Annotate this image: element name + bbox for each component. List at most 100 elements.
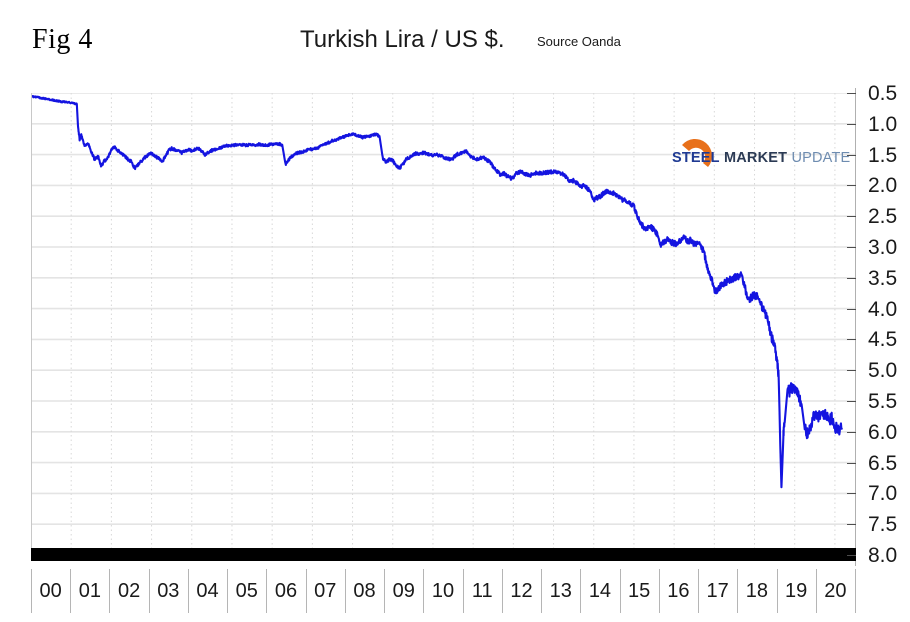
x-axis-tick-cell: 13 <box>541 569 580 613</box>
x-axis-tick-cell: 17 <box>698 569 737 613</box>
x-axis-tick-label: 08 <box>353 580 376 602</box>
x-axis-separator <box>305 569 307 613</box>
series-line-try-per-usd <box>31 95 843 489</box>
x-axis-tick-label: 06 <box>274 580 298 602</box>
y-axis-tick-label: 2.5 <box>868 205 898 229</box>
y-axis-tick-mark <box>847 524 856 526</box>
x-axis-separator <box>619 569 621 613</box>
horizontal-gridlines <box>31 93 855 555</box>
x-axis-separator <box>462 569 464 613</box>
x-axis-tick-cell: 08 <box>345 569 384 613</box>
y-axis-tick-mark <box>847 93 856 94</box>
line-chart-svg <box>31 93 855 555</box>
y-axis-tick-mark <box>847 277 856 279</box>
y-axis-tick-label: 2.0 <box>868 174 898 198</box>
x-axis-separator <box>815 569 817 613</box>
x-axis-tick-cell: 04 <box>188 569 227 613</box>
vertical-gridlines <box>31 93 836 555</box>
x-axis-tick-label: 18 <box>745 580 769 602</box>
x-axis-separator <box>580 569 582 613</box>
y-axis-tick-label: 5.5 <box>868 390 898 413</box>
x-axis-separator <box>187 569 189 613</box>
x-axis-separator <box>658 569 660 613</box>
x-axis-separator <box>31 569 32 613</box>
y-axis-tick-label: 4.5 <box>868 328 898 352</box>
x-axis-tick-label: 20 <box>824 580 847 602</box>
x-axis-tick-cell: 15 <box>620 569 659 613</box>
x-axis-tick-label: 09 <box>392 580 415 602</box>
x-axis-tick-cell: 07 <box>306 569 345 613</box>
chart-source-label: Source Oanda <box>537 34 621 49</box>
y-axis-tick-mark <box>847 555 856 556</box>
x-axis-tick-cell: 12 <box>502 569 541 613</box>
x-axis-tick-cell: 03 <box>149 569 188 613</box>
plot-left-border <box>31 93 32 548</box>
y-axis-tick-mark <box>847 154 856 156</box>
x-axis-tick-cell: 16 <box>659 569 698 613</box>
logo-wordmark: STEEL MARKET UPDATE <box>672 151 850 166</box>
crescent-swoosh-icon <box>682 138 713 167</box>
steel-market-update-logo: STEEL MARKET UPDATE <box>662 132 850 176</box>
y-axis-tick-label: 3.0 <box>868 236 898 259</box>
x-axis-tick-label: 04 <box>196 580 219 602</box>
x-axis-tick-cell: 01 <box>70 569 109 613</box>
x-axis-tick-label: 10 <box>431 580 455 602</box>
y-axis-tick-mark <box>847 370 856 372</box>
x-axis-bar <box>31 548 856 561</box>
x-axis-tick-cell: 20 <box>816 569 855 613</box>
logo-word-update: UPDATE <box>791 150 851 166</box>
y-axis-tick-label: 8.0 <box>868 544 898 567</box>
y-axis-tick-mark <box>847 308 856 310</box>
x-axis-separator <box>541 569 543 613</box>
x-axis-tick-cell: 11 <box>463 569 502 613</box>
y-axis-tick-mark <box>847 401 856 402</box>
y-axis-line <box>855 88 856 566</box>
x-axis-separator <box>227 569 229 613</box>
x-axis-tick-label: 15 <box>628 580 651 602</box>
y-axis-tick-label: 6.0 <box>868 420 898 444</box>
x-axis-tick-cell: 19 <box>777 569 816 613</box>
x-axis-tick-label: 03 <box>157 580 180 602</box>
y-axis-tick-mark <box>847 462 856 464</box>
x-axis-tick-label: 17 <box>706 580 729 602</box>
y-axis-tick-mark <box>847 431 856 433</box>
y-axis-tick-mark <box>847 339 856 341</box>
y-axis-tick-label: 7.5 <box>868 513 898 537</box>
x-axis-tick-label: 07 <box>314 580 337 602</box>
x-axis-tick-cell: 00 <box>31 569 70 613</box>
y-axis-tick-label: 1.5 <box>868 143 898 167</box>
y-axis-tick-label: 3.5 <box>868 266 898 290</box>
x-axis-tick-cell: 18 <box>737 569 776 613</box>
y-axis-tick-label: 4.0 <box>868 297 898 321</box>
plot-area <box>31 93 855 555</box>
x-axis-tick-cell: 09 <box>384 569 423 613</box>
x-axis-tick-label: 01 <box>78 580 101 602</box>
x-axis-tick-label: 11 <box>471 580 493 602</box>
x-axis-tick-label: 05 <box>235 580 258 602</box>
x-axis-separator <box>148 569 150 613</box>
x-axis-tick-cell: 02 <box>109 569 148 613</box>
x-axis-separator <box>501 569 503 613</box>
chart-title: Turkish Lira / US $. <box>300 26 505 53</box>
x-axis-separator <box>737 569 739 613</box>
y-axis-tick-mark <box>847 123 856 125</box>
x-axis-tick-cell: 06 <box>266 569 305 613</box>
x-axis-tick-cell: 05 <box>227 569 266 613</box>
x-axis-separator <box>776 569 778 613</box>
x-axis-separator <box>855 569 856 613</box>
x-axis-tick-label: 19 <box>785 580 808 602</box>
x-axis-separator <box>109 569 111 613</box>
x-axis-separator <box>384 569 386 613</box>
y-axis-tick-label: 1.0 <box>868 112 898 136</box>
y-axis-tick-label: 0.5 <box>868 82 898 105</box>
y-axis-tick-mark <box>847 185 856 187</box>
logo-word-market: MARKET <box>723 150 788 166</box>
figure-number-label: Fig 4 <box>32 24 93 55</box>
x-axis-tick-label: 02 <box>117 580 141 602</box>
x-axis-tick-label: 00 <box>39 580 62 602</box>
x-axis-tick-label: 16 <box>667 580 690 602</box>
y-axis-tick-mark <box>847 216 856 218</box>
y-axis-tick-mark <box>847 247 856 248</box>
x-axis-tick-cell: 14 <box>580 569 619 613</box>
x-axis-separator <box>70 569 72 613</box>
